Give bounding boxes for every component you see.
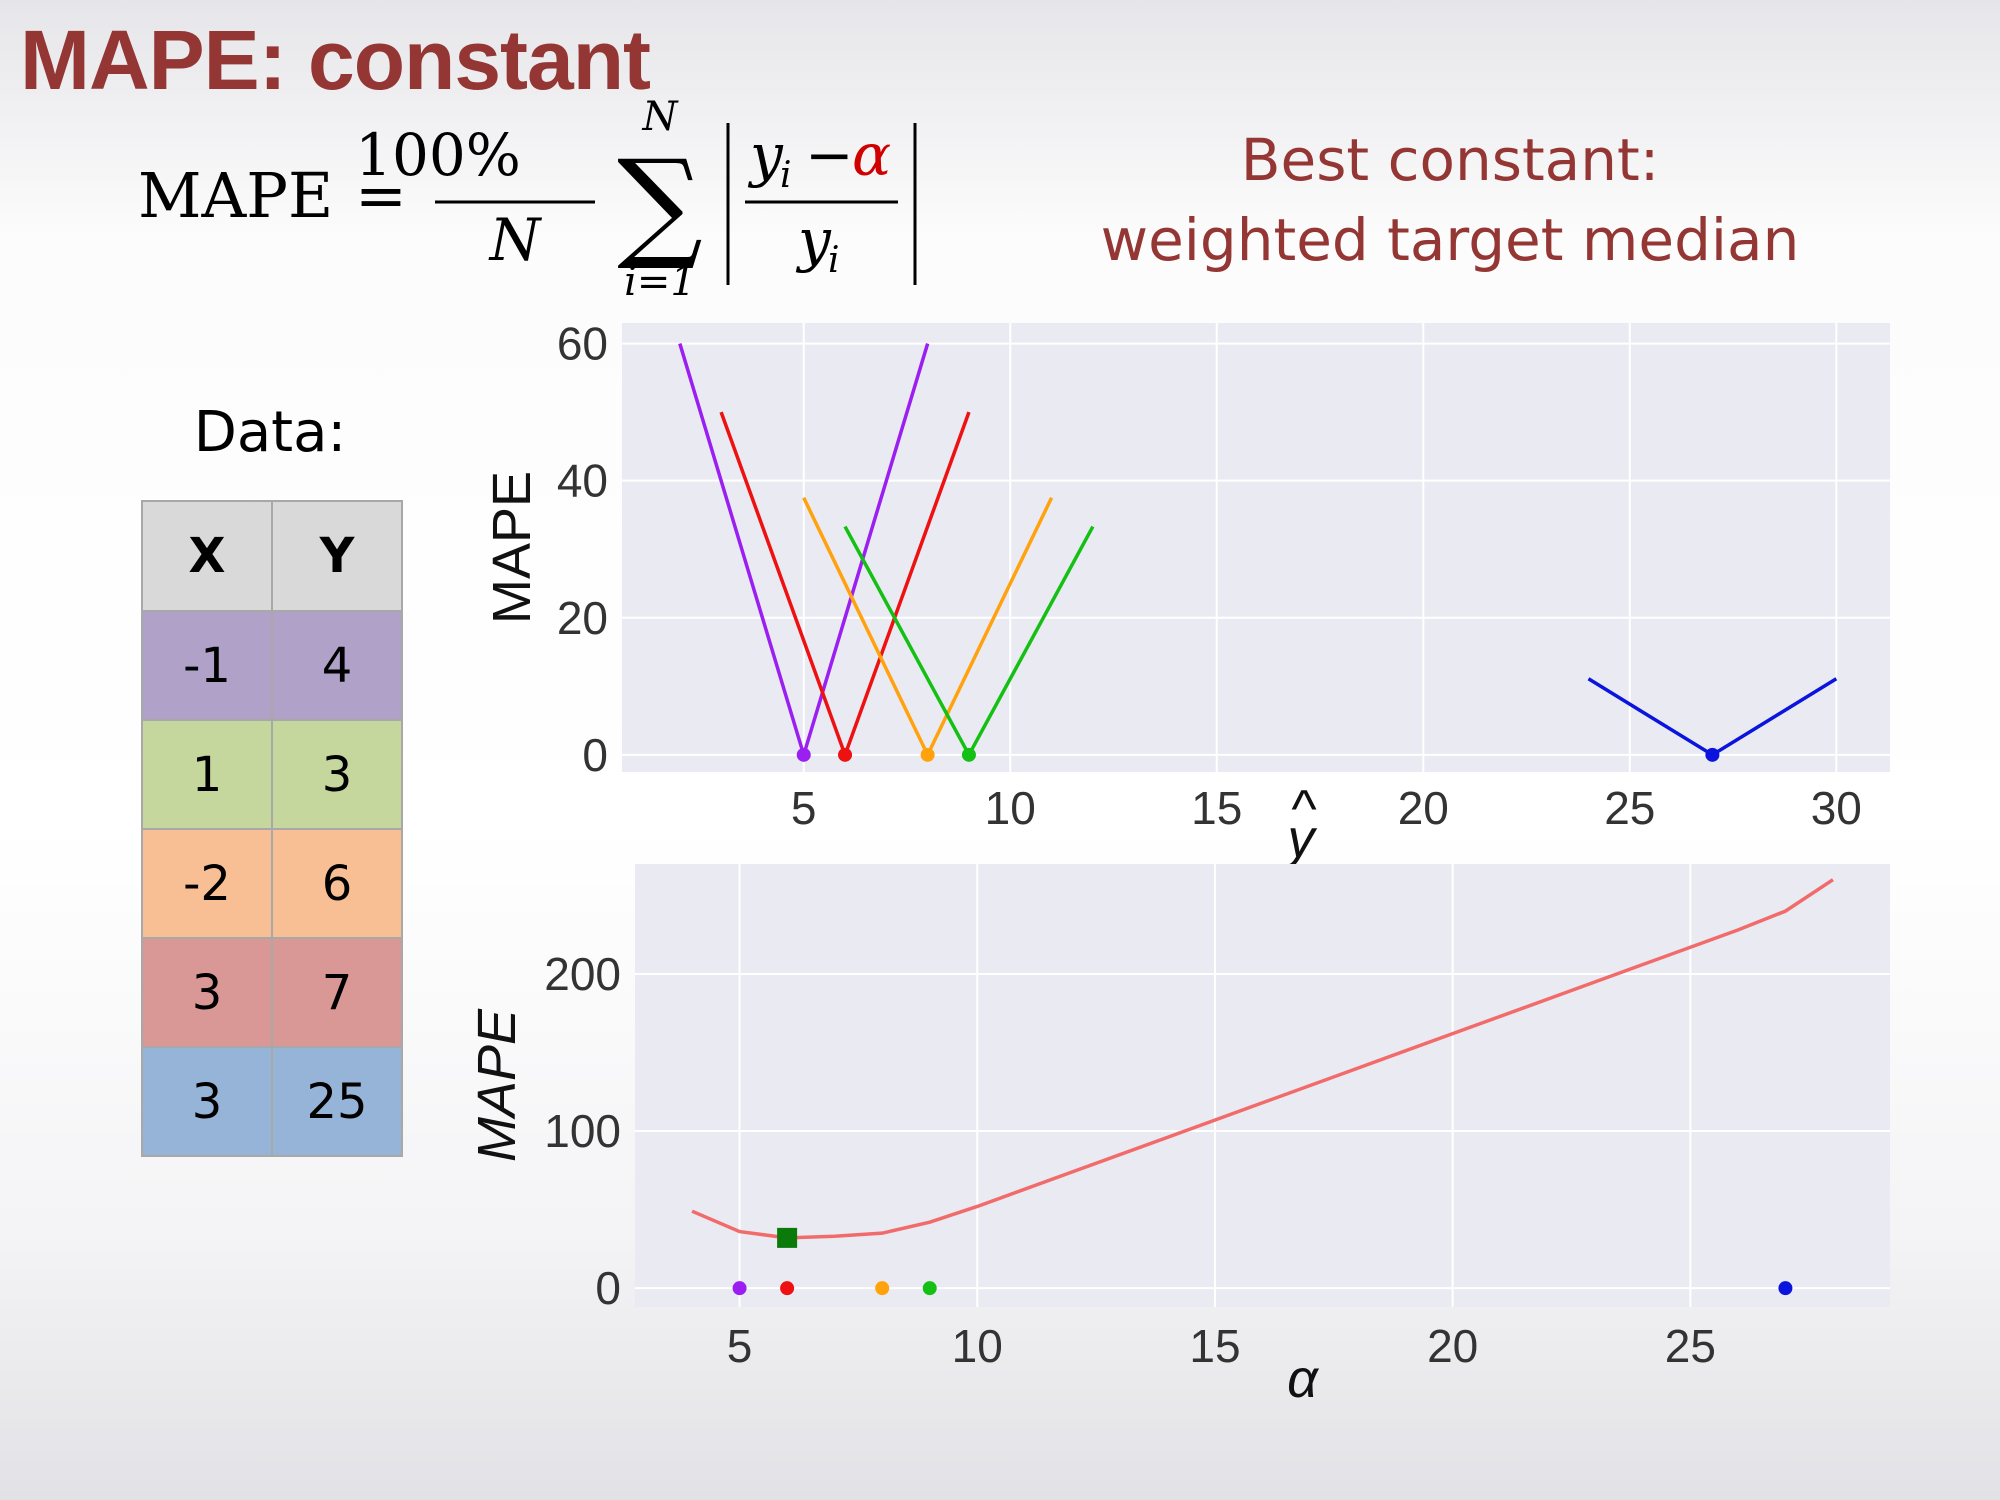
- series-min-point: [961, 747, 976, 762]
- slide-title: MAPE: constant: [20, 13, 651, 107]
- formula-sum-lower: i=1: [624, 259, 696, 305]
- series-line: [691, 878, 1834, 1240]
- formula-num-y: y: [747, 121, 784, 189]
- y-tick-label: 0: [582, 729, 608, 781]
- table-cell-x: -1: [141, 610, 273, 721]
- best-constant-caption: Best constant: weighted target median: [1080, 120, 1820, 280]
- target-point: [922, 1281, 937, 1296]
- y-tick-label: 20: [557, 592, 608, 644]
- table-row: -2 6: [141, 828, 403, 939]
- x-tick-label: 5: [791, 782, 817, 834]
- plot-area: [635, 864, 1890, 1307]
- y-axis-title: MAPE: [482, 471, 542, 624]
- table-cell-y: 7: [271, 937, 403, 1048]
- formula-numerator: 100%: [355, 121, 521, 189]
- formula-sum-symbol: ∑: [617, 135, 703, 274]
- table-cell-x: 1: [141, 719, 273, 830]
- y-tick-label: 40: [557, 455, 608, 507]
- x-tick-label: 20: [1427, 1320, 1478, 1372]
- table-cell-y: 4: [271, 610, 403, 721]
- data-table-body: -1 4 1 3 -2 6 3 7 3 25: [141, 610, 403, 1157]
- best-constant-line1: Best constant:: [1240, 126, 1660, 194]
- x-tick-label: 30: [1811, 782, 1862, 834]
- target-point: [732, 1281, 747, 1296]
- series-min-point: [796, 747, 811, 762]
- target-point: [780, 1281, 795, 1296]
- formula-den-sub: i: [828, 240, 840, 281]
- y-axis-title: MAPE: [467, 1008, 527, 1162]
- table-cell-x: -2: [141, 828, 273, 939]
- data-table: X Y -1 4 1 3 -2 6 3 7 3 25: [141, 500, 403, 1157]
- x-tick-label: 20: [1398, 782, 1449, 834]
- y-tick-label: 0: [595, 1262, 621, 1314]
- plot-area: [622, 323, 1890, 772]
- formula-equals: =: [355, 159, 407, 232]
- x-axis-title: α: [1287, 1349, 1320, 1409]
- table-cell-x: 3: [141, 937, 273, 1048]
- x-axis-title: y: [1284, 809, 1318, 869]
- y-tick-label: 60: [557, 318, 608, 370]
- y-tick-label: 200: [544, 948, 621, 1000]
- formula-sum-upper: N: [642, 95, 680, 140]
- column-header-y: Y: [271, 500, 403, 612]
- formula-den-y: y: [795, 206, 832, 274]
- y-tick-label: 100: [544, 1105, 621, 1157]
- table-cell-y: 3: [271, 719, 403, 830]
- formula-num-alpha: α: [852, 121, 891, 189]
- table-cell-x: 3: [141, 1046, 273, 1157]
- x-tick-label: 15: [1191, 782, 1242, 834]
- x-tick-label: 5: [727, 1320, 753, 1372]
- column-header-x: X: [141, 500, 273, 612]
- formula-num-sub: i: [780, 155, 792, 196]
- per-object-mape-chart: 5 10 15 20 25 30 0 20 40 60 MAPE y^: [482, 318, 1890, 869]
- target-point: [1778, 1281, 1793, 1296]
- x-tick-label: 15: [1189, 1320, 1240, 1372]
- data-heading: Data:: [193, 400, 347, 465]
- series-min-point: [1705, 747, 1720, 762]
- x-tick-label: 25: [1604, 782, 1655, 834]
- formula-denominator: N: [488, 206, 543, 274]
- mape-formula: MAPE = 100% N N ∑ i=1 y i − α y i: [138, 95, 917, 305]
- data-table-header-row: X Y: [141, 500, 403, 612]
- x-tick-label: 25: [1665, 1320, 1716, 1372]
- table-cell-y: 6: [271, 828, 403, 939]
- optimum-marker: [777, 1227, 798, 1248]
- target-point: [875, 1281, 890, 1296]
- series-min-point: [920, 747, 935, 762]
- best-constant-line2: weighted target median: [1100, 206, 1800, 274]
- x-axis-title-accent: ^: [1291, 779, 1317, 839]
- table-row: 3 25: [141, 1046, 403, 1157]
- x-tick-label: 10: [952, 1320, 1003, 1372]
- formula-num-minus: −: [805, 121, 854, 189]
- table-cell-y: 25: [271, 1046, 403, 1157]
- series-min-point: [838, 747, 853, 762]
- table-row: -1 4: [141, 610, 403, 721]
- formula-lhs: MAPE: [138, 159, 333, 232]
- x-tick-label: 10: [985, 782, 1036, 834]
